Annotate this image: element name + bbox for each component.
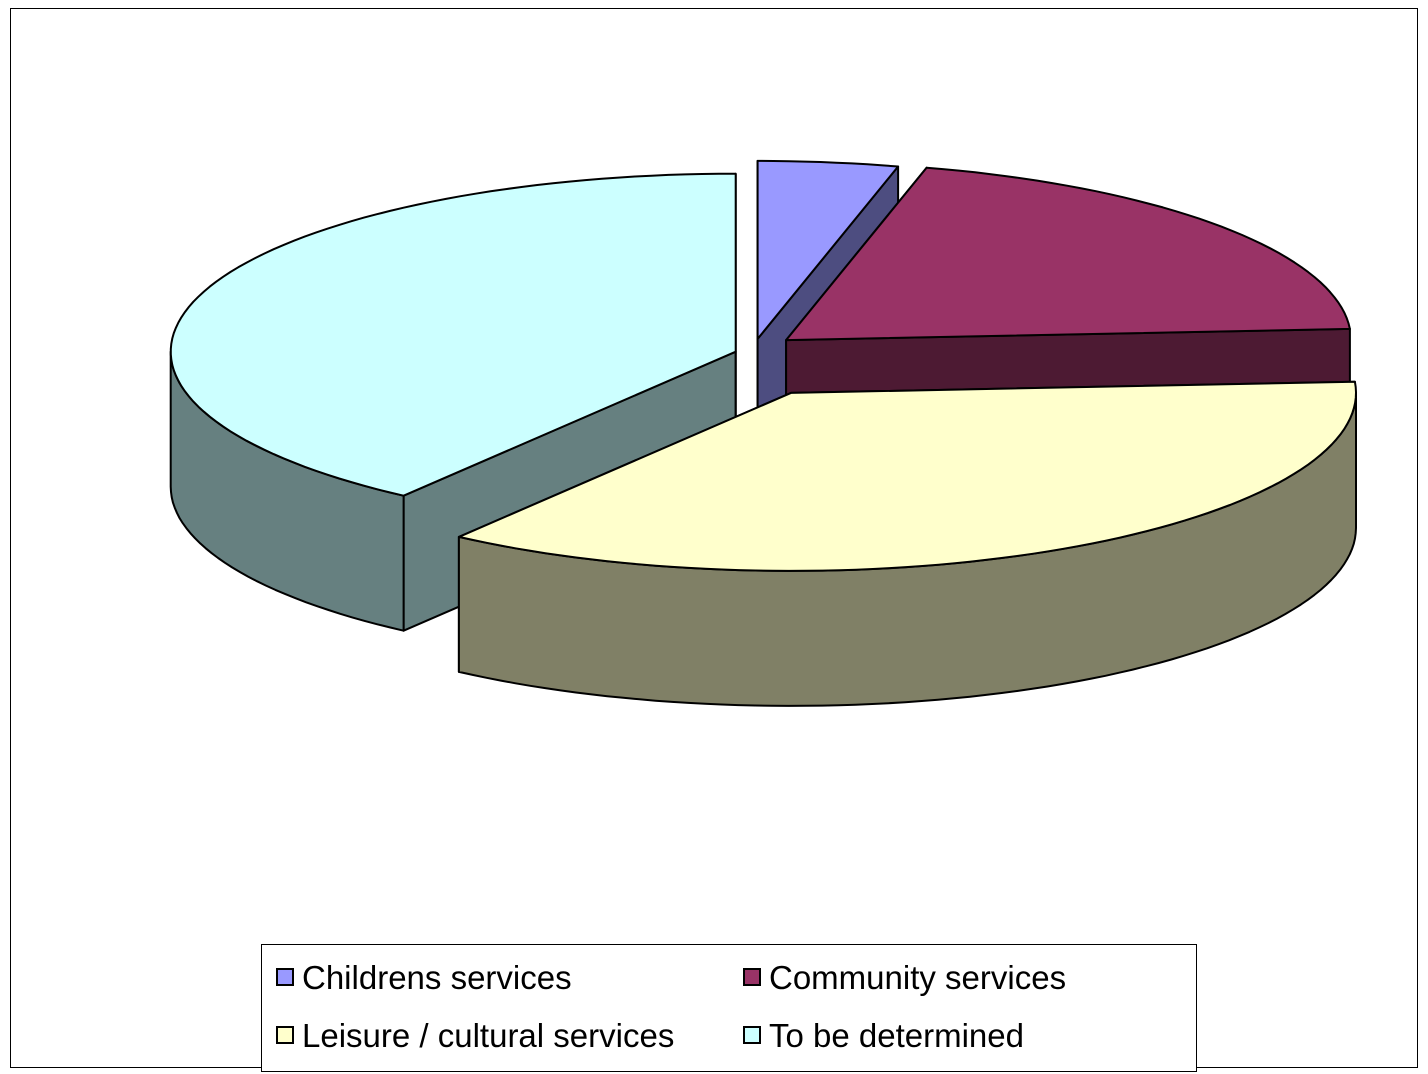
legend: Childrens services Community services Le… (261, 944, 1197, 1072)
pie-slice-top-to-be-determined (169, 172, 737, 497)
legend-label-community-services: Community services (769, 958, 1067, 996)
legend-item-community-services: Community services (743, 957, 1066, 997)
pie-slice-top-childrens-services (756, 159, 900, 340)
pie-slice-top-community-services (785, 166, 1351, 342)
legend-item-leisure-cultural-services: Leisure / cultural services (276, 1015, 674, 1055)
legend-swatch-to-be-determined (743, 1026, 761, 1044)
legend-label-childrens-services: Childrens services (302, 958, 572, 996)
pie-slice-top-leisure-cultural-services (457, 380, 1357, 572)
legend-swatch-community-services (743, 968, 761, 986)
legend-item-to-be-determined: To be determined (743, 1015, 1024, 1055)
pie-slice-leisure-cultural-services (457, 380, 1357, 707)
legend-swatch-childrens-services (276, 968, 294, 986)
legend-swatch-leisure-cultural-services (276, 1026, 294, 1044)
legend-label-leisure-cultural-services: Leisure / cultural services (302, 1016, 675, 1054)
legend-label-to-be-determined: To be determined (769, 1016, 1024, 1054)
legend-item-childrens-services: Childrens services (276, 957, 572, 997)
